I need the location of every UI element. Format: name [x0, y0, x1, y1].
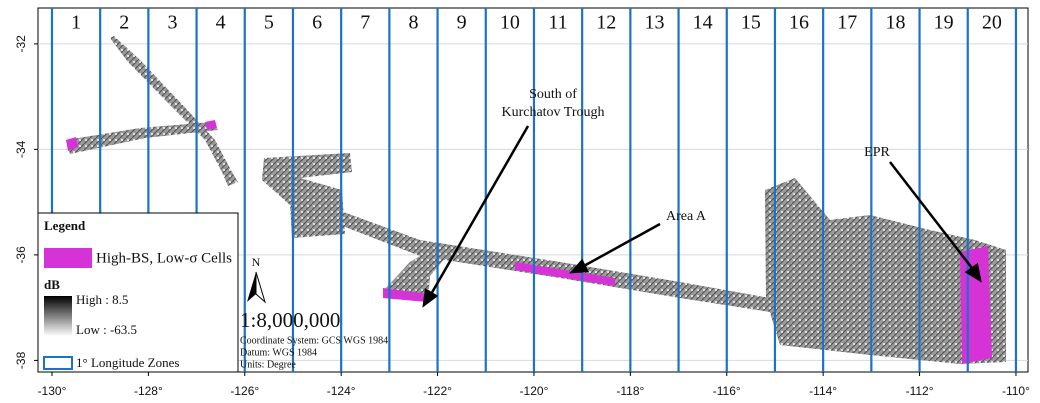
zone-label: 8 [408, 12, 418, 34]
zone-label: 6 [312, 12, 322, 34]
legend-label: High-BS, Low-σ Cells [96, 250, 232, 266]
page: 1234567891011121314151617181920 South of… [0, 0, 1040, 403]
zone-label: 20 [982, 12, 1002, 34]
x-tick-label: -110° [1002, 384, 1030, 398]
zone-label: 7 [360, 12, 370, 34]
legend: Legend High-BS, Low-σ Cells dB High : 8.… [38, 213, 238, 372]
zone-label: 14 [693, 12, 713, 34]
zone-label: 1 [71, 12, 81, 34]
zone-label: 10 [500, 12, 520, 34]
y-tick-label: -36 [14, 246, 28, 264]
legend-subtitle: dB [44, 277, 60, 292]
zone-label: 17 [837, 12, 857, 34]
zone-label: 16 [789, 12, 809, 34]
zone-label: 5 [264, 12, 274, 34]
legend-swatch [44, 248, 92, 268]
x-tick-label: -118° [616, 384, 644, 398]
annotation: EPR [864, 145, 890, 160]
x-tick-label: -124° [327, 384, 356, 398]
zone-label: 2 [119, 12, 129, 34]
legend-label: Low : -63.5 [76, 322, 137, 337]
north-label: N [252, 255, 261, 269]
zone-label: 15 [741, 12, 761, 34]
legend-title: Legend [44, 218, 86, 233]
annotation: Area A [666, 209, 707, 224]
legend-gradient [44, 296, 72, 336]
x-tick-label: -112° [906, 384, 934, 398]
x-tick-label: -126° [230, 384, 259, 398]
x-tick-label: -130° [38, 384, 67, 398]
scale-ratio: 1:8,000,000 [240, 308, 340, 332]
zone-label: 13 [644, 12, 664, 34]
y-tick-label: -38 [14, 351, 28, 369]
annotation: Kurchatov Trough [501, 105, 604, 120]
zone-label: 18 [885, 12, 905, 34]
x-tick-label: -114° [809, 384, 837, 398]
legend-label: 1° Longitude Zones [76, 355, 179, 370]
scale-info: Coordinate System: GCS WGS 1984 [240, 335, 388, 346]
zone-label: 19 [934, 12, 954, 34]
scale-info: Datum: WGS 1984 [240, 347, 317, 358]
map: 1234567891011121314151617181920 South of… [0, 0, 1040, 403]
x-tick-label: -128° [134, 384, 163, 398]
legend-box [38, 213, 238, 372]
zone-label: 11 [548, 12, 567, 34]
annotation: South of [529, 87, 577, 102]
zone-label: 12 [596, 12, 616, 34]
zone-label: 4 [216, 12, 226, 34]
x-tick-label: -122° [423, 384, 452, 398]
y-tick-label: -32 [14, 35, 28, 53]
zone-label: 3 [167, 12, 177, 34]
x-tick-label: -120° [520, 384, 549, 398]
x-tick-label: -116° [713, 384, 741, 398]
scale-info: Units: Degree [240, 359, 296, 370]
legend-label: High : 8.5 [76, 292, 128, 307]
y-tick-label: -34 [14, 140, 28, 158]
zone-label: 9 [457, 12, 467, 34]
